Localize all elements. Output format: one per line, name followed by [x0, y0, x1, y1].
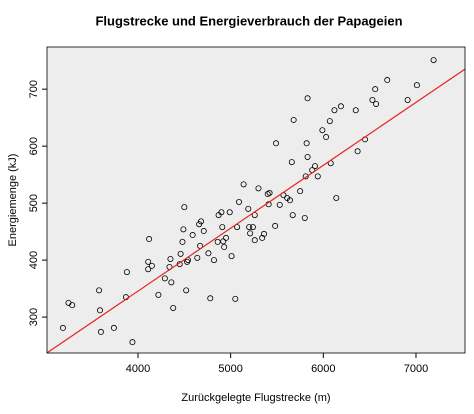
data-point [245, 205, 252, 212]
data-point [430, 57, 437, 64]
data-point [170, 304, 177, 311]
data-point [235, 198, 242, 205]
data-point [266, 189, 273, 196]
data-point [207, 295, 214, 302]
data-point [179, 238, 186, 245]
data-point [303, 140, 310, 147]
data-point [404, 96, 411, 103]
data-point [302, 173, 309, 180]
data-point [228, 253, 235, 260]
data-point [181, 204, 188, 211]
data-point [337, 103, 344, 110]
x-tick-label: 6000 [311, 363, 335, 375]
data-point [272, 222, 279, 229]
data-point [297, 188, 304, 195]
data-point [221, 244, 228, 251]
data-point [319, 127, 326, 134]
data-point [314, 173, 321, 180]
data-point [304, 95, 311, 102]
data-point [194, 254, 201, 261]
data-point [276, 201, 283, 208]
data-point [123, 269, 130, 276]
data-point [129, 339, 136, 346]
data-point [286, 197, 293, 204]
data-point [373, 100, 380, 107]
data-point [198, 218, 205, 225]
data-point [331, 107, 338, 114]
y-tick-label: 700 [28, 80, 40, 98]
data-point [259, 234, 266, 241]
x-tick-label: 7000 [404, 363, 428, 375]
data-point [413, 82, 420, 89]
data-point [352, 107, 359, 114]
data-point [247, 230, 254, 237]
data-point [288, 159, 295, 166]
data-point [161, 275, 168, 282]
data-point [59, 324, 66, 331]
data-point [167, 255, 174, 262]
data-point [97, 328, 104, 335]
data-point [210, 257, 217, 264]
data-point [333, 195, 340, 202]
data-point [69, 302, 76, 309]
data-point [146, 236, 153, 243]
regression-line [47, 68, 465, 353]
data-point [249, 224, 256, 231]
y-tick-label: 300 [28, 308, 40, 326]
data-point [246, 224, 253, 231]
x-axis-label: Zurückgelegte Flugstrecke (m) [181, 392, 330, 404]
data-point [251, 237, 258, 244]
data-point [372, 86, 379, 93]
data-point [189, 232, 196, 239]
data-point [290, 116, 297, 123]
data-point [183, 287, 190, 294]
data-point [223, 234, 230, 241]
y-axis-label: Energiemenge (kJ) [7, 154, 19, 247]
plot-area [47, 47, 465, 353]
data-point [148, 262, 155, 269]
data-point [301, 214, 308, 221]
data-point [311, 163, 318, 170]
data-point [261, 230, 268, 237]
data-point [219, 224, 226, 231]
plot-border [46, 46, 466, 354]
data-point [180, 226, 187, 233]
data-point [96, 287, 103, 294]
data-point [177, 250, 184, 257]
data-point [323, 134, 330, 141]
data-point [240, 181, 247, 188]
data-point [354, 148, 361, 155]
x-tick-label: 4000 [126, 363, 150, 375]
data-point [200, 228, 207, 235]
chart-title: Flugstrecke und Energieverbrauch der Pap… [95, 13, 402, 28]
data-point [205, 250, 212, 257]
data-point [97, 307, 104, 314]
data-point [369, 96, 376, 103]
y-tick-label: 400 [28, 251, 40, 269]
data-point [226, 209, 233, 216]
data-point [218, 209, 225, 216]
data-point [255, 185, 262, 192]
data-point [273, 140, 280, 147]
data-point [168, 279, 175, 286]
data-point [384, 77, 391, 84]
data-point [304, 153, 311, 160]
data-point [214, 238, 221, 245]
y-tick-label: 600 [28, 137, 40, 155]
data-point [155, 291, 162, 298]
data-point [232, 295, 239, 302]
data-point [110, 324, 117, 331]
x-tick-label: 5000 [218, 363, 242, 375]
data-point [326, 118, 333, 125]
data-point [145, 258, 152, 265]
y-tick-label: 500 [28, 194, 40, 212]
data-point [145, 266, 152, 273]
data-point [289, 212, 296, 219]
